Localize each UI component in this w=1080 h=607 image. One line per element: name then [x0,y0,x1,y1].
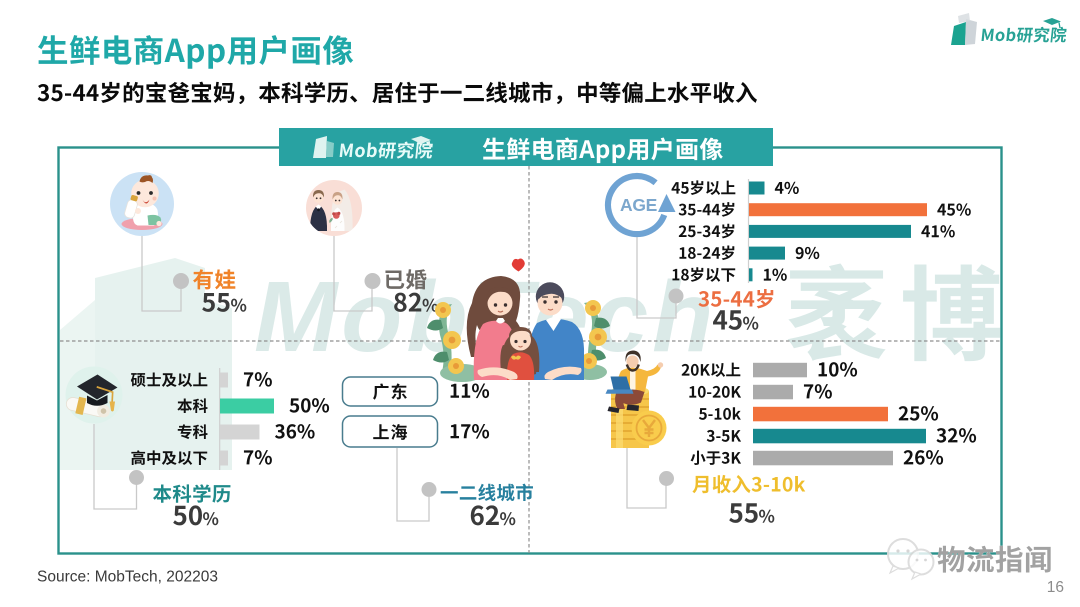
svg-text:Source: MobTech, 202203: Source: MobTech, 202203 [37,569,218,586]
svg-text:16: 16 [1047,579,1064,596]
svg-text:AGE: AGE [620,195,657,215]
